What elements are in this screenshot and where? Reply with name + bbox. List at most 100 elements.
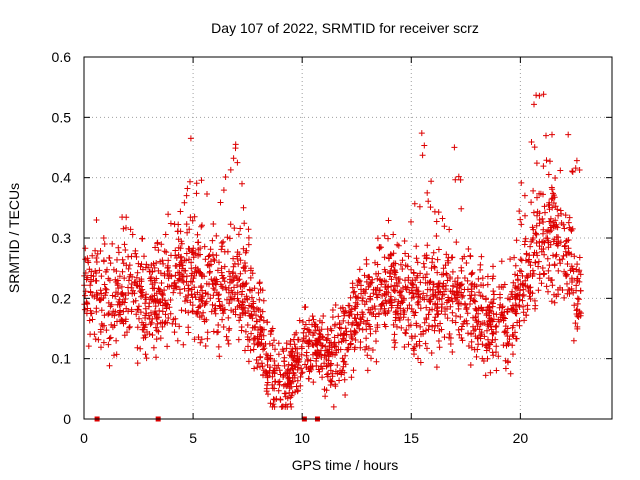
data-point: [341, 332, 348, 339]
data-point: [118, 316, 125, 323]
data-point: [152, 303, 159, 310]
data-point: [359, 295, 366, 302]
data-point: [255, 289, 262, 296]
data-point: [141, 253, 147, 260]
data-point: [210, 256, 217, 263]
data-point: [122, 247, 129, 253]
data-point: [224, 337, 231, 344]
data-point: [527, 243, 534, 250]
data-point: [493, 343, 500, 350]
data-point: [430, 249, 437, 256]
data-point: [374, 285, 381, 291]
data-point: [325, 353, 332, 360]
data-point: [184, 229, 191, 236]
data-point: [525, 288, 532, 294]
data-point: [142, 300, 149, 307]
data-point: [210, 277, 217, 284]
data-point: [390, 231, 397, 238]
data-point: [257, 354, 264, 361]
data-point: [547, 241, 554, 248]
data-point: [401, 311, 407, 318]
data-point: [551, 291, 557, 298]
data-point: [147, 277, 154, 284]
data-point: [281, 354, 288, 361]
data-point: [449, 288, 456, 295]
y-axis-label: SRMTID / TECUs: [6, 183, 22, 293]
data-point: [354, 311, 361, 318]
data-point: [239, 180, 245, 187]
data-point: [566, 250, 573, 257]
data-point: [329, 370, 336, 377]
data-point: [524, 283, 531, 290]
data-point: [425, 198, 432, 205]
data-point: [84, 274, 91, 281]
data-point: [360, 311, 367, 318]
data-point: [237, 270, 244, 277]
data-point: [554, 242, 561, 249]
data-point: [159, 323, 166, 330]
data-point: [129, 231, 136, 238]
data-point: [432, 301, 438, 308]
data-point: [226, 300, 233, 307]
data-point: [306, 375, 312, 382]
data-point: [164, 283, 171, 290]
data-point: [385, 289, 392, 296]
data-point: [112, 276, 119, 283]
data-point: [356, 278, 363, 284]
data-point: [577, 271, 584, 278]
data-point: [202, 343, 209, 349]
data-point: [419, 152, 426, 159]
data-point: [119, 256, 126, 263]
data-point: [546, 262, 553, 269]
data-point: [243, 247, 250, 254]
data-point: [212, 310, 219, 317]
data-point: [533, 160, 540, 167]
data-point: [328, 344, 335, 351]
data-point: [556, 256, 563, 263]
data-point: [405, 316, 412, 323]
data-point: [568, 227, 575, 234]
data-point: [531, 297, 538, 304]
data-point: [179, 265, 186, 272]
data-point: [134, 269, 141, 276]
data-point: [189, 278, 196, 285]
data-point: [434, 256, 441, 263]
data-point: [135, 303, 142, 310]
data-point: [541, 251, 548, 258]
data-point: [337, 305, 344, 312]
data-point: [421, 264, 428, 271]
data-point: [173, 284, 180, 291]
data-point: [240, 204, 247, 211]
data-point: [530, 209, 537, 216]
data-point: [146, 331, 153, 337]
data-point: [207, 246, 214, 253]
data-point: [442, 311, 449, 318]
data-point: [198, 295, 205, 302]
data-point: [337, 346, 344, 353]
data-point: [517, 216, 524, 223]
data-point: [446, 331, 453, 337]
data-point: [85, 259, 92, 266]
data-point: [113, 351, 120, 358]
data-point: [529, 273, 536, 279]
data-point: [423, 304, 430, 311]
data-point: [327, 362, 334, 369]
data-point: [360, 288, 367, 295]
data-point: [224, 234, 231, 241]
data-point: [452, 319, 459, 326]
data-point: [352, 303, 359, 310]
data-point: [115, 311, 122, 318]
data-point: [154, 314, 161, 321]
data-point: [234, 253, 241, 260]
data-point: [218, 246, 225, 253]
data-point: [373, 291, 380, 298]
data-point: [449, 282, 456, 289]
data-point: [467, 295, 474, 302]
data-point: [352, 337, 359, 343]
data-point: [524, 306, 531, 313]
data-point: [259, 308, 266, 315]
data-point: [545, 237, 551, 244]
data-point: [258, 331, 265, 338]
data-point: [340, 317, 347, 324]
data-point: [448, 295, 455, 302]
